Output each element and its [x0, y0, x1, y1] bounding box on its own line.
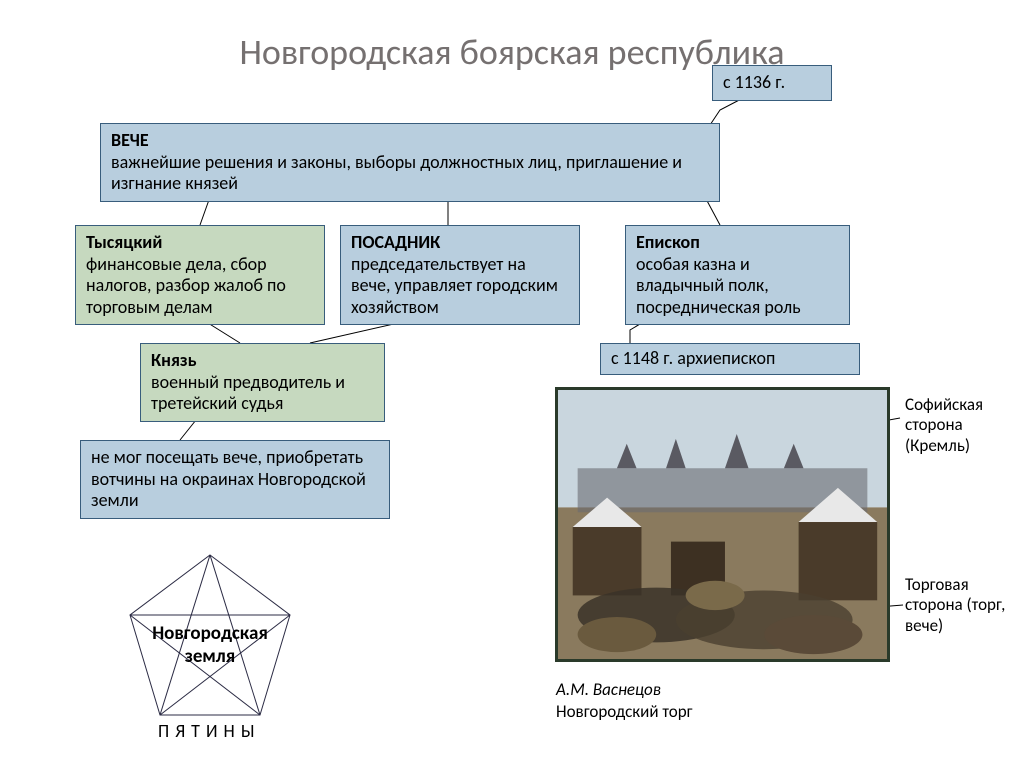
tysyatsky-title: Тысяцкий — [86, 232, 314, 254]
veche-title: ВЕЧЕ — [111, 130, 709, 152]
caption-author: А.М. Васнецов — [556, 680, 661, 700]
pentagon-label: Новгородская земля — [130, 622, 290, 668]
torgovaya-label: Торговая сторона (торг, вече) — [905, 575, 1015, 636]
archiepiskop-text: с 1148 г. архиепископ — [611, 347, 775, 369]
posadnik-title: ПОСАДНИК — [351, 232, 569, 254]
knyaz-restrict-text: не мог посещать вече, приобретать вотчин… — [91, 446, 366, 511]
posadnik-box: ПОСАДНИК председательствует на вече, упр… — [340, 225, 580, 325]
caption-title: Новгородский торг — [556, 702, 693, 722]
veche-box: ВЕЧЕ важнейшие решения и законы, выборы … — [100, 123, 720, 202]
knyaz-restrict-box: не мог посещать вече, приобретать вотчин… — [80, 440, 390, 519]
episkop-desc: особая казна и владычный полк, посреднич… — [636, 254, 839, 319]
date-top-text: с 1136 г. — [723, 71, 785, 93]
knyaz-title: Князь — [151, 350, 374, 372]
archiepiskop-box: с 1148 г. архиепископ — [600, 343, 860, 375]
pyatiny-label: ПЯТИНЫ — [158, 720, 260, 742]
veche-desc: важнейшие решения и законы, выборы должн… — [111, 152, 709, 195]
episkop-box: Епископ особая казна и владычный полк, п… — [625, 225, 850, 325]
sofiyskaya-label: Софийская сторона (Кремль) — [905, 395, 1015, 456]
date-top-box: с 1136 г. — [712, 65, 832, 101]
tysyatsky-box: Тысяцкий финансовые дела, сбор налогов, … — [75, 225, 325, 325]
painting-vasnetsov — [555, 387, 890, 662]
knyaz-box: Князь военный предводитель и третейский … — [140, 343, 385, 422]
tysyatsky-desc: финансовые дела, сбор налогов, разбор жа… — [86, 254, 314, 319]
episkop-title: Епископ — [636, 232, 839, 254]
posadnik-desc: председательствует на вече, управляет го… — [351, 254, 569, 319]
page-title: Новгородская боярская республика — [0, 30, 1024, 74]
knyaz-desc: военный предводитель и третейский судья — [151, 372, 374, 415]
